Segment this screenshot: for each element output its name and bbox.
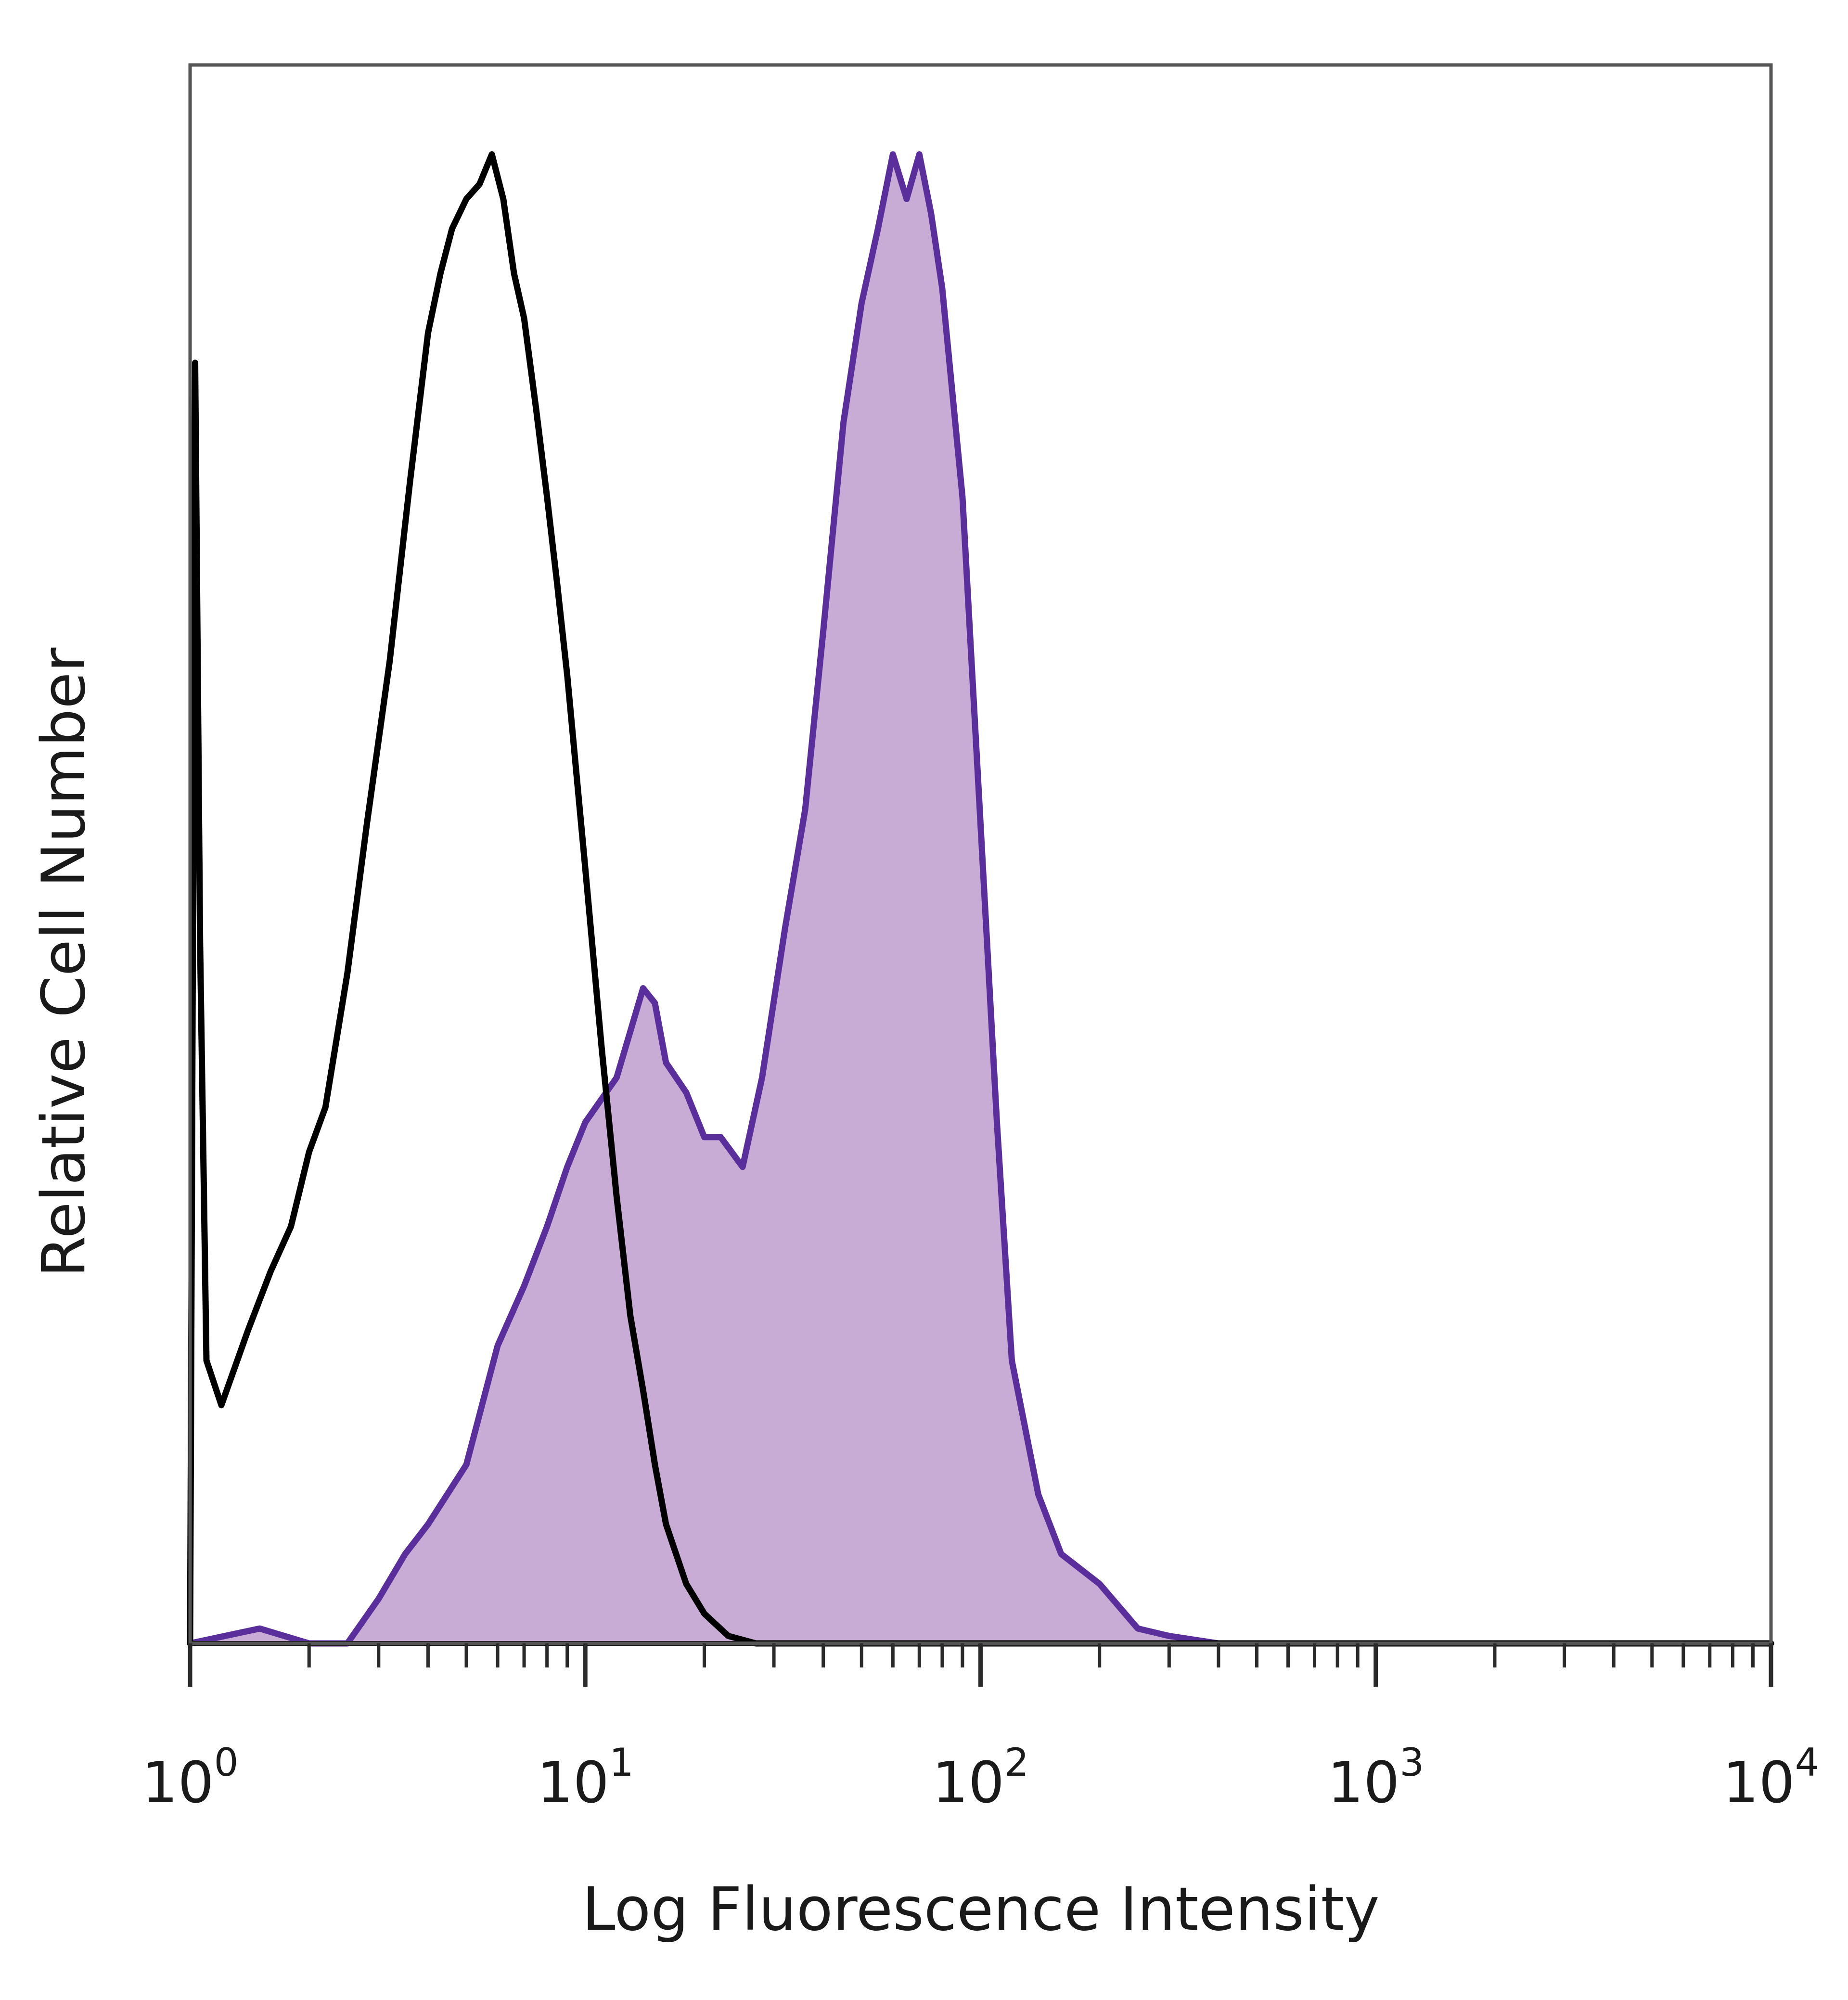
y-axis-title: Relative Cell Number (29, 648, 99, 1278)
x-tick-label-1: 101 (537, 1740, 634, 1816)
x-tick-label-4: 104 (1722, 1740, 1819, 1816)
x-axis-tick-labels: 100 101 102 103 104 (141, 1740, 1819, 1816)
x-axis-title: Log Fluorescence Intensity (582, 1875, 1380, 1944)
series-layer (187, 151, 1774, 1647)
x-tick-label-3: 103 (1327, 1740, 1424, 1816)
series-1-fill (190, 154, 1771, 1644)
x-tick-label-2: 102 (932, 1740, 1029, 1816)
series-1-line (187, 151, 1774, 1647)
series-0-line (187, 151, 1774, 1647)
x-tick-label-0: 100 (141, 1740, 238, 1816)
x-axis-ticks (188, 1643, 1773, 1687)
